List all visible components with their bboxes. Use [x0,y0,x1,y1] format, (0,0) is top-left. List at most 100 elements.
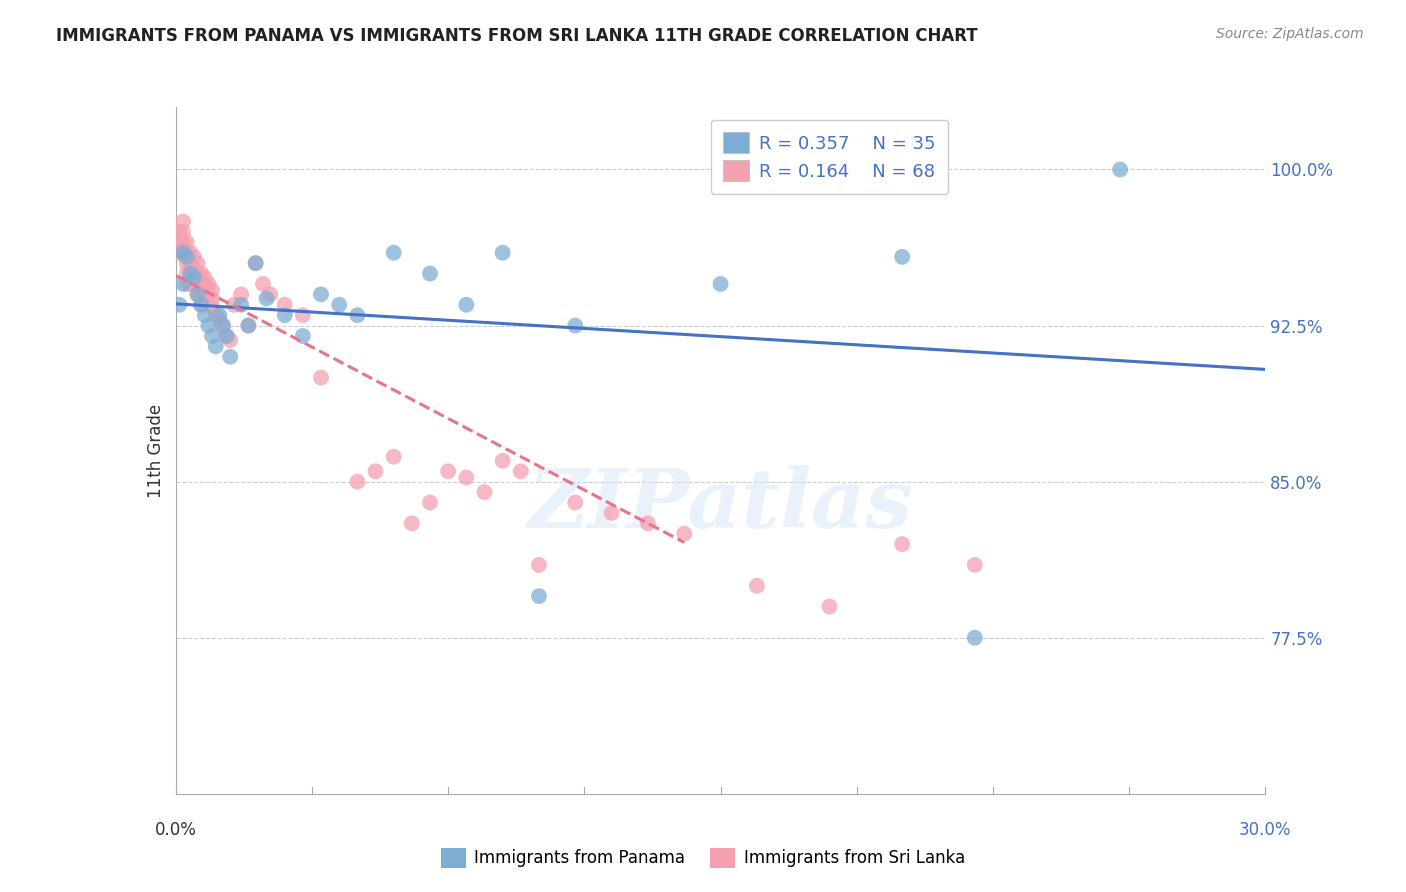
Point [219,350,242,364]
Point [419,267,441,281]
Point [382,450,405,464]
Point [673,526,696,541]
Point [245,256,267,270]
Point [186,287,209,301]
Point [231,298,253,312]
Point [219,333,242,347]
Point [963,631,986,645]
Point [456,470,478,484]
Point [401,516,423,531]
Point [818,599,841,614]
Point [176,250,198,264]
Point [194,270,217,285]
Point [215,329,238,343]
Point [212,318,235,333]
Point [172,214,194,228]
Point [252,277,274,291]
Point [183,270,205,285]
Point [190,267,212,281]
Point [190,287,212,301]
Point [201,283,224,297]
Point [172,225,194,239]
Point [456,298,478,312]
Point [186,256,209,270]
Point [215,329,238,343]
Legend: R = 0.357    N = 35, R = 0.164    N = 68: R = 0.357 N = 35, R = 0.164 N = 68 [710,120,949,194]
Point [176,267,198,281]
Text: IMMIGRANTS FROM PANAMA VS IMMIGRANTS FROM SRI LANKA 11TH GRADE CORRELATION CHART: IMMIGRANTS FROM PANAMA VS IMMIGRANTS FRO… [56,27,977,45]
Point [208,308,231,322]
Point [328,298,350,312]
Text: 30.0%: 30.0% [1239,821,1292,838]
Point [204,308,226,322]
Point [201,329,224,343]
Point [183,250,205,264]
Point [172,245,194,260]
Point [891,250,914,264]
Point [197,287,219,301]
Point [186,267,209,281]
Point [492,245,515,260]
Point [364,464,387,478]
Point [600,506,623,520]
Point [204,339,226,353]
Y-axis label: 11th Grade: 11th Grade [146,403,165,498]
Point [179,267,201,281]
Point [710,277,733,291]
Text: ZIPatlas: ZIPatlas [527,466,914,545]
Point [509,464,531,478]
Point [208,312,231,326]
Point [309,287,332,301]
Point [186,287,209,301]
Point [238,318,260,333]
Point [274,298,297,312]
Point [291,308,314,322]
Point [172,277,194,291]
Point [176,277,198,291]
Point [186,277,209,291]
Point [201,300,224,314]
Point [169,298,191,312]
Point [169,245,191,260]
Point [474,485,496,500]
Point [437,464,460,478]
Point [245,256,267,270]
Point [179,277,201,291]
Point [179,256,201,270]
Point [190,277,212,291]
Point [346,475,368,489]
Point [231,287,253,301]
Point [176,235,198,250]
Point [745,579,768,593]
Point [222,298,245,312]
Point [179,267,201,281]
Point [274,308,297,322]
Point [172,245,194,260]
Point [309,370,332,384]
Point [194,308,217,322]
Point [179,245,201,260]
Point [183,270,205,285]
Point [346,308,368,322]
Point [637,516,659,531]
Text: Source: ZipAtlas.com: Source: ZipAtlas.com [1216,27,1364,41]
Point [194,287,217,301]
Point [259,287,281,301]
Point [419,495,441,509]
Point [891,537,914,551]
Point [382,245,405,260]
Point [201,292,224,306]
Point [212,318,235,333]
Point [190,298,212,312]
Point [291,329,314,343]
Point [176,256,198,270]
Point [197,318,219,333]
Point [238,318,260,333]
Point [194,279,217,293]
Point [1109,162,1132,177]
Legend: Immigrants from Panama, Immigrants from Sri Lanka: Immigrants from Panama, Immigrants from … [434,841,972,875]
Point [564,318,586,333]
Point [190,298,212,312]
Point [527,589,550,603]
Point [564,495,586,509]
